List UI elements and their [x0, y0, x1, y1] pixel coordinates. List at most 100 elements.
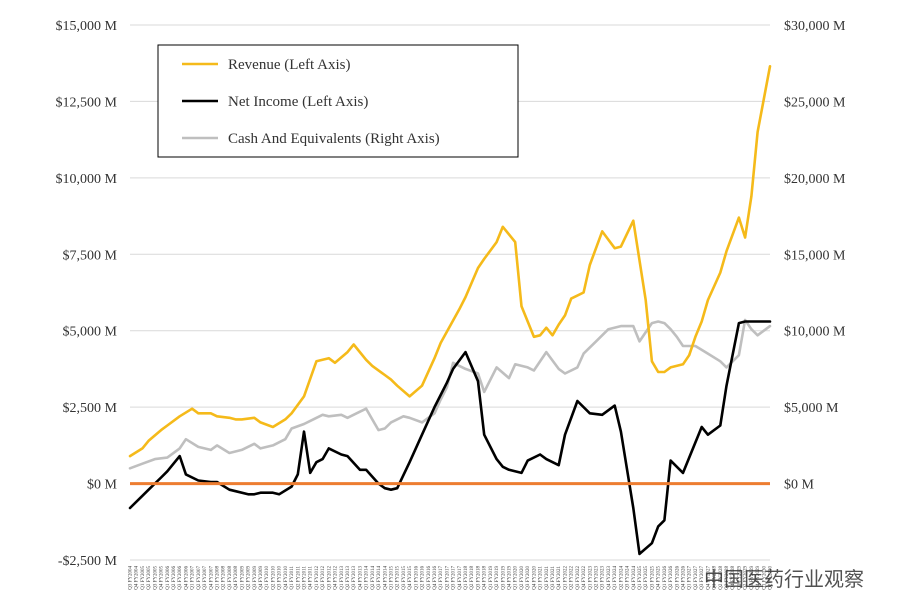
- x-tick-label: Q4 FY2017: [458, 566, 463, 590]
- x-tick-label: Q2 FY2009: [247, 566, 252, 590]
- x-tick-label: Q1 FY2019: [489, 566, 494, 590]
- x-tick-label: Q1 FY2016: [414, 566, 419, 590]
- x-tick-label: Q1 FY2022: [563, 566, 568, 590]
- x-tick-label: Q4 FY2018: [483, 566, 488, 590]
- right-tick-label: $0 M: [784, 478, 815, 493]
- watermark-text: 中国医药行业观察: [704, 568, 864, 591]
- x-tick-label: Q3 FY2004: [129, 566, 134, 590]
- x-tick-label: Q3 FY2027: [700, 566, 705, 590]
- left-tick-label: $7,500 M: [63, 248, 118, 263]
- x-tick-label: Q2 FY2006: [172, 566, 177, 590]
- x-tick-label: Q4 FY2019: [508, 566, 513, 590]
- x-tick-label: Q4 FY2023: [607, 566, 612, 590]
- x-tick-label: Q2 FY2025: [644, 566, 649, 590]
- x-tick-label: Q4 FY2026: [682, 566, 687, 590]
- x-tick-label: Q1 FY2010: [265, 566, 270, 590]
- x-tick-label: Q1 FY2026: [663, 566, 668, 590]
- x-tick-label: Q1 FY2027: [688, 566, 693, 590]
- x-tick-label: Q4 FY2020: [532, 566, 537, 590]
- x-tick-label: Q3 FY2018: [476, 566, 481, 590]
- right-tick-label: $10,000 M: [784, 325, 846, 340]
- x-tick-label: Q1 FY2023: [588, 566, 593, 590]
- x-tick-label: Q1 FY2015: [389, 566, 394, 590]
- x-tick-label: Q2 FY2029: [744, 566, 749, 590]
- x-tick-label: Q1 FY2020: [514, 566, 519, 590]
- series-layer: [128, 65, 772, 556]
- x-tick-label: Q1 FY2030: [762, 566, 767, 590]
- legend-label-cash: Cash And Equivalents (Right Axis): [228, 131, 440, 147]
- left-tick-label: $10,000 M: [56, 172, 118, 187]
- x-tick-label: Q2 FY2017: [445, 566, 450, 590]
- x-tick-label: Q3 FY2028: [725, 566, 730, 590]
- x-tick-label: Q1 FY2024: [613, 566, 618, 590]
- x-tick-label: Q3 FY2006: [178, 566, 183, 590]
- x-tick-label: Q3 FY2015: [402, 566, 407, 590]
- x-tick-label: Q4 FY2007: [209, 566, 214, 590]
- series-line-net-income-left-axis: [128, 320, 772, 556]
- x-tick-label: Q2 FY2011: [296, 566, 301, 590]
- x-tick-label: Q4 FY2016: [433, 566, 438, 590]
- x-tick-label: Q4 FY2004: [135, 566, 140, 590]
- x-tick-label: Q1 FY2008: [215, 566, 220, 590]
- x-tick-label: Q2 FY2021: [545, 566, 550, 590]
- x-tick-label: Q1 FY2011: [290, 566, 295, 590]
- x-tick-label: Q2 FY2024: [619, 566, 624, 590]
- x-tick-label: Q4 FY2005: [160, 566, 165, 590]
- x-tick-label: Q4 FY2027: [706, 566, 711, 590]
- legend-label-revenue: Revenue (Left Axis): [228, 57, 350, 73]
- x-tick-label: Q3 FY2014: [377, 566, 382, 590]
- right-axis-ticks: $0 M $5,000 M $10,000 M $15,000 M $20,000 M $…: [784, 19, 846, 493]
- x-tick-label: Q1 FY2009: [240, 566, 245, 590]
- x-axis-ticks: Q3 FY2004 Q4 FY2004 Q1 FY2005 Q2 FY2005 Q3 F…: [129, 566, 774, 590]
- x-tick-label: Q3 FY2023: [601, 566, 606, 590]
- x-tick-label: Q3 FY2021: [551, 566, 556, 590]
- x-tick-label: Q4 FY2006: [184, 566, 189, 590]
- x-tick-label: Q3 FY2017: [452, 566, 457, 590]
- x-tick-label: Q3 FY2005: [153, 566, 158, 590]
- x-tick-label: Q2 FY2007: [197, 566, 202, 590]
- x-tick-label: Q2 FY2026: [669, 566, 674, 590]
- x-tick-label: Q1 FY2007: [191, 566, 196, 590]
- x-tick-label: Q2 FY2022: [570, 566, 575, 590]
- x-tick-label: Q4 FY2013: [358, 566, 363, 590]
- x-tick-label: Q2 FY2010: [271, 566, 276, 590]
- x-tick-label: Q1 FY2017: [439, 566, 444, 590]
- x-tick-label: Q2 FY2015: [396, 566, 401, 590]
- x-tick-label: Q2 FY2020: [520, 566, 525, 590]
- x-tick-label: Q4 FY2022: [582, 566, 587, 590]
- x-tick-label: Q2 FY2028: [719, 566, 724, 590]
- left-tick-label: $15,000 M: [56, 19, 118, 34]
- x-tick-label: Q4 FY2024: [632, 566, 637, 590]
- x-tick-label: Q2 FY2013: [346, 566, 351, 590]
- x-tick-label: Q3 FY2012: [327, 566, 332, 590]
- legend-label-net-income: Net Income (Left Axis): [228, 94, 368, 110]
- x-tick-label: Q4 FY2021: [557, 566, 562, 590]
- x-tick-label: Q1 FY2018: [464, 566, 469, 590]
- x-tick-label: Q3 FY2010: [278, 566, 283, 590]
- x-tick-label: Q4 FY2008: [234, 566, 239, 590]
- x-tick-label: Q2 FY2018: [470, 566, 475, 590]
- left-axis-ticks: -$2,500 M $0 M $2,500 M $5,000 M $7,500 M $10…: [56, 19, 118, 569]
- x-tick-label: Q4 FY2015: [408, 566, 413, 590]
- x-tick-label: Q2 FY2005: [147, 566, 152, 590]
- right-tick-label: $25,000 M: [784, 95, 846, 110]
- legend: Revenue (Left Axis) Net Income (Left Axi…: [157, 44, 519, 158]
- x-tick-label: Q4 FY2025: [657, 566, 662, 590]
- x-tick-label: Q1 FY2013: [340, 566, 345, 590]
- right-tick-label: $30,000 M: [784, 19, 846, 34]
- x-tick-label: Q3 FY2011: [302, 566, 307, 590]
- left-tick-label: $2,500 M: [63, 401, 118, 416]
- x-tick-label: Q1 FY2012: [315, 566, 320, 590]
- x-tick-label: Q2 FY2027: [694, 566, 699, 590]
- x-tick-label: Q4 FY2028: [731, 566, 736, 590]
- x-tick-label: Q3 FY2022: [576, 566, 581, 590]
- x-tick-label: Q4 FY2012: [334, 566, 339, 590]
- right-tick-label: $15,000 M: [784, 248, 846, 263]
- right-tick-label: $20,000 M: [784, 172, 846, 187]
- left-tick-label: $5,000 M: [63, 325, 118, 340]
- x-tick-label: Q2 FY2030: [769, 566, 774, 590]
- x-tick-label: Q2 FY2014: [371, 566, 376, 590]
- x-tick-label: Q3 FY2008: [228, 566, 233, 590]
- x-tick-label: Q3 FY2009: [253, 566, 258, 590]
